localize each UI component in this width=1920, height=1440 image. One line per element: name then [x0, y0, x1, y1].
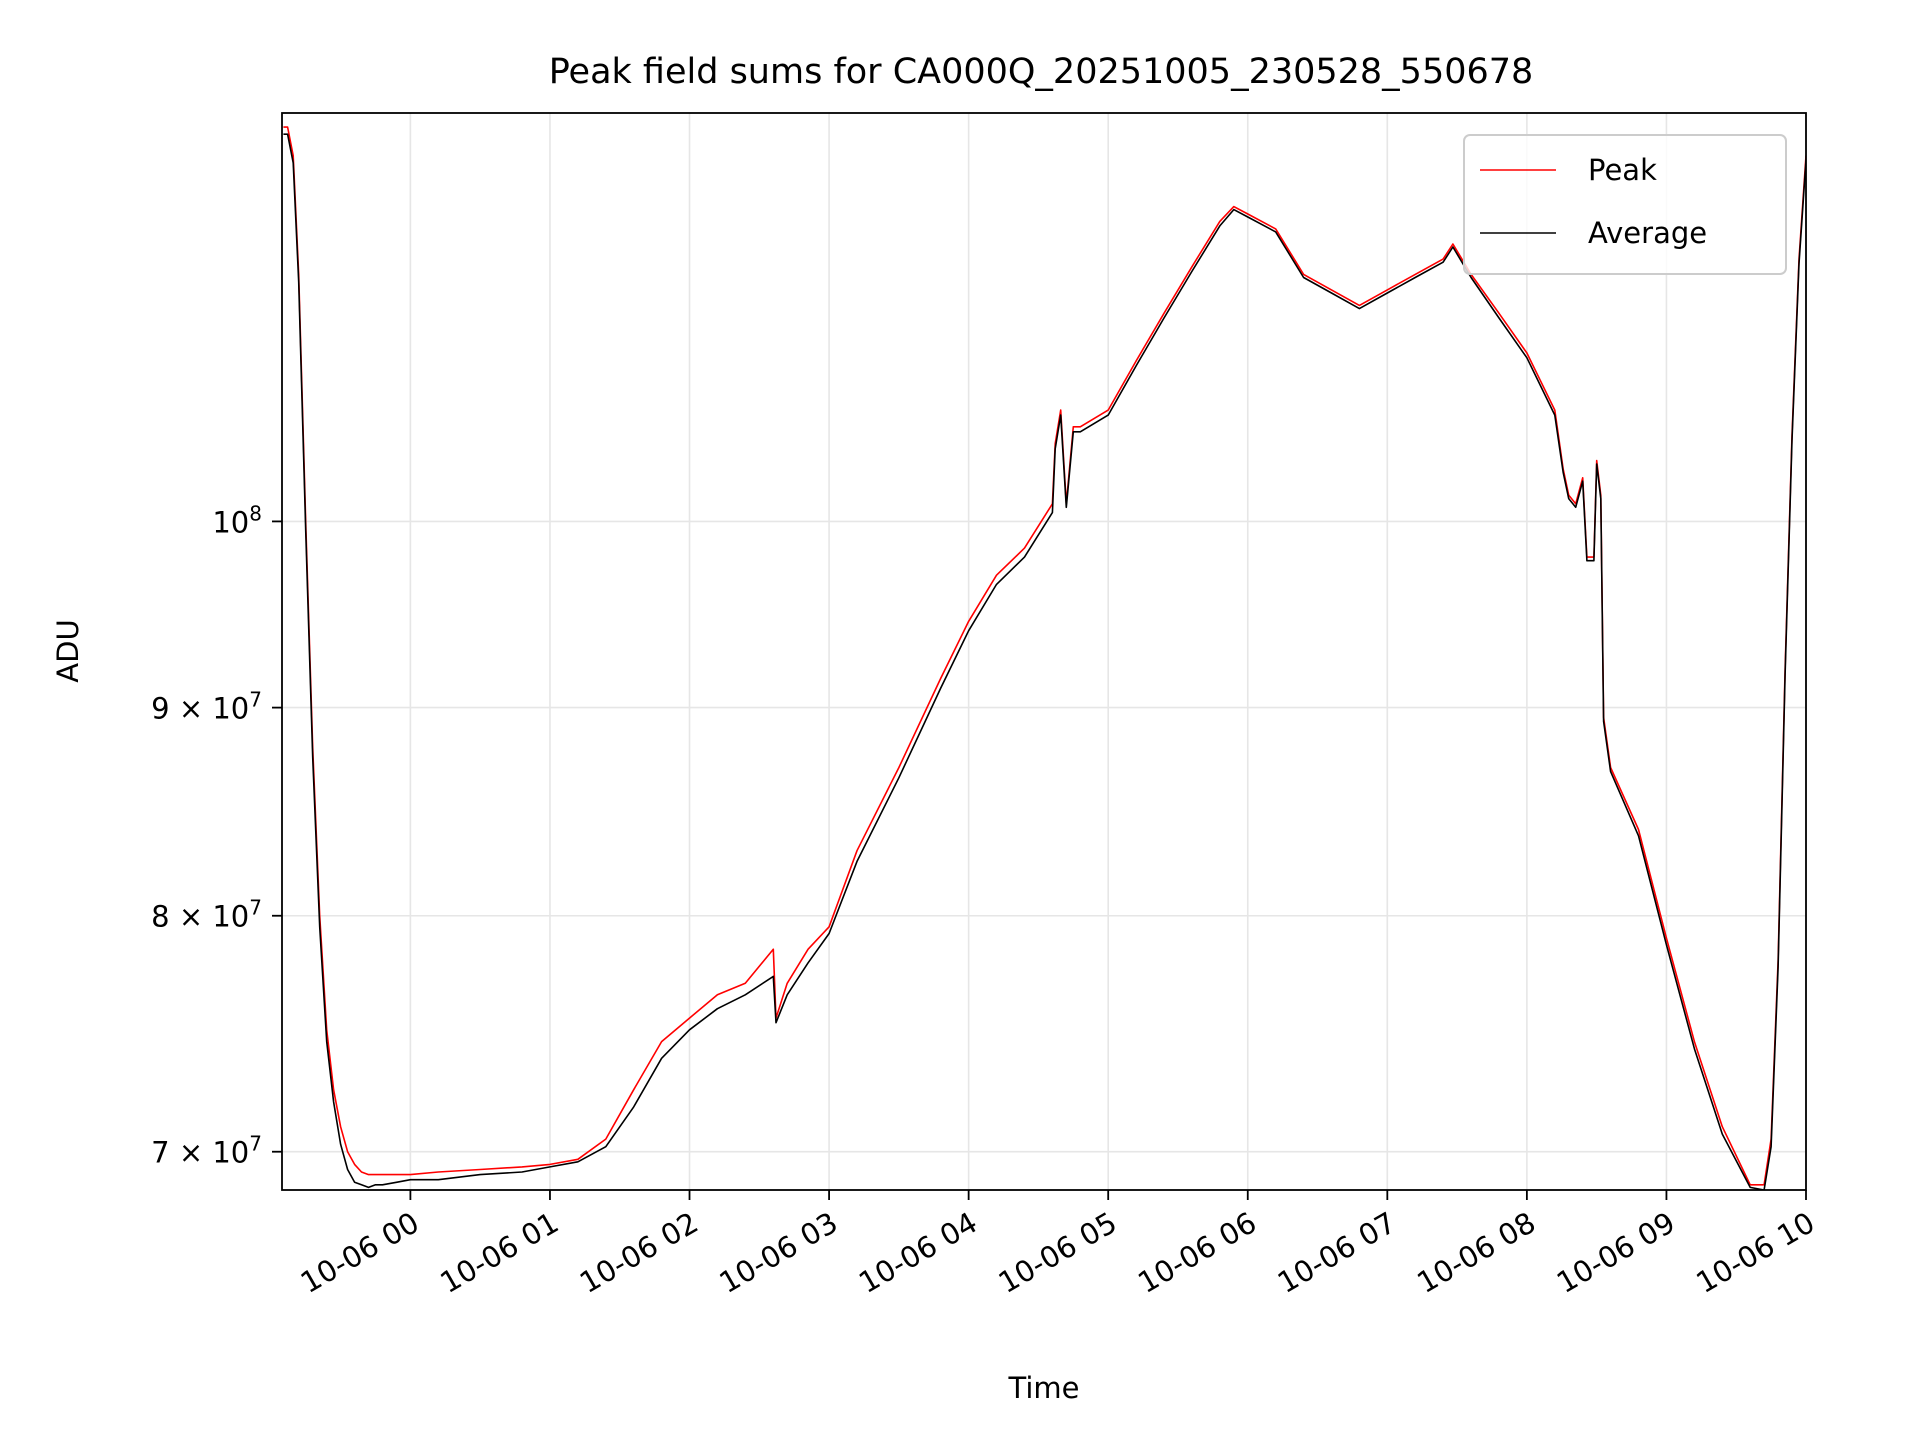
plot-area: [283, 126, 1806, 1190]
y-tick-label: 7 × 107: [151, 1132, 262, 1170]
y-tick-label: 8 × 107: [151, 896, 262, 934]
legend: Peak Average: [1463, 134, 1787, 275]
y-tick-label-base: 10: [212, 505, 249, 539]
y-tick-label-base: 7 × 10: [151, 1136, 249, 1170]
plot-frame: [281, 112, 1807, 1191]
legend-label-average: Average: [1588, 216, 1707, 250]
legend-label-peak: Peak: [1588, 153, 1657, 187]
y-tick-label: 108: [212, 501, 262, 539]
y-tick-label-exponent: 7: [249, 1132, 262, 1156]
y-tick-label-exponent: 8: [249, 501, 262, 525]
y-tick-label-base: 9 × 10: [151, 692, 249, 726]
y-axis-label: ADU: [51, 619, 85, 682]
y-tick-label-base: 8 × 10: [151, 900, 249, 934]
y-tick-label-exponent: 7: [249, 688, 262, 712]
y-tick-label: 9 × 107: [151, 688, 262, 726]
series-group: [283, 126, 1806, 1190]
x-axis-label: Time: [1008, 1371, 1080, 1405]
series-line-average: [283, 133, 1806, 1190]
chart-title: Peak field sums for CA000Q_20251005_2305…: [549, 52, 1534, 92]
y-tick-label-exponent: 7: [249, 896, 262, 920]
